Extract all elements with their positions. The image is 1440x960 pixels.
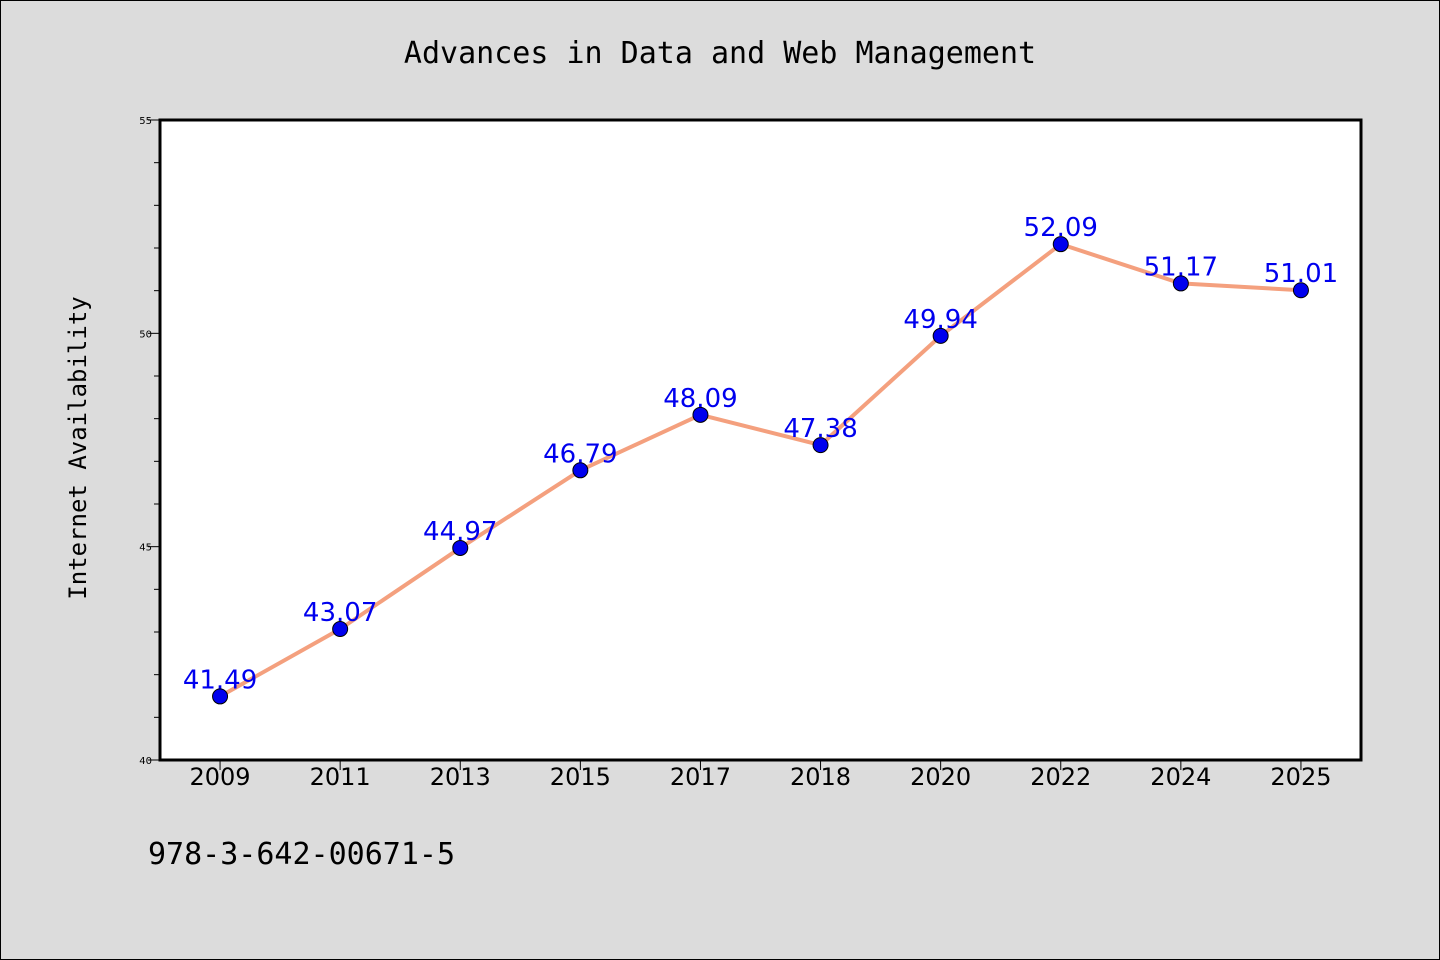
data-point [572, 462, 589, 479]
y-tick-label: 55 [139, 116, 152, 127]
x-tick-label: 2018 [790, 763, 851, 791]
plot-area [158, 118, 1363, 762]
data-label: 51.01 [1264, 259, 1338, 289]
series-group: 41.49 43.07 44.97 46.79 48.09 47.38 49.94 52.09… [183, 213, 1338, 705]
data-label: 44.97 [423, 517, 497, 547]
y-tick-label: 40 [139, 756, 152, 767]
x-tick-label: 2013 [430, 763, 491, 791]
data-point [332, 621, 349, 638]
x-tick-label: 2015 [550, 763, 611, 791]
y-axis-label: Internet Availability [64, 296, 92, 599]
y-axis-ticks: 40 45 50 55 [139, 116, 160, 767]
data-label: 47.38 [783, 414, 857, 444]
data-label: 48.09 [663, 384, 737, 414]
data-point [692, 406, 709, 423]
data-point [1172, 275, 1189, 292]
data-point [212, 688, 229, 705]
x-tick-label: 2020 [910, 763, 971, 791]
y-tick-label: 45 [139, 543, 152, 554]
footer-id-text: 978-3-642-00671-5 [148, 837, 455, 872]
series-line [219, 242, 1302, 699]
data-point [932, 327, 949, 344]
data-label: 51.17 [1144, 252, 1218, 282]
data-point [1052, 236, 1069, 253]
data-point [812, 437, 829, 454]
chart-title: Advances in Data and Web Management [404, 36, 1036, 71]
data-label: 41.49 [183, 665, 257, 695]
x-tick-label: 2017 [670, 763, 731, 791]
y-tick-label: 50 [139, 329, 152, 340]
data-label: 49.94 [903, 305, 977, 335]
x-tick-label: 2009 [190, 763, 251, 791]
data-point [1292, 282, 1309, 299]
x-tick-label: 2024 [1150, 763, 1211, 791]
data-label: 43.07 [303, 598, 377, 628]
x-tick-label: 2022 [1030, 763, 1091, 791]
data-point [452, 539, 469, 556]
data-label: 52.09 [1024, 213, 1098, 243]
x-tick-label: 2011 [310, 763, 371, 791]
data-label: 46.79 [543, 439, 617, 469]
x-axis-ticks: 2009 2011 2013 2015 2017 2018 2020 2022 2024 2025 [190, 760, 1331, 791]
x-tick-label: 2025 [1270, 763, 1331, 791]
